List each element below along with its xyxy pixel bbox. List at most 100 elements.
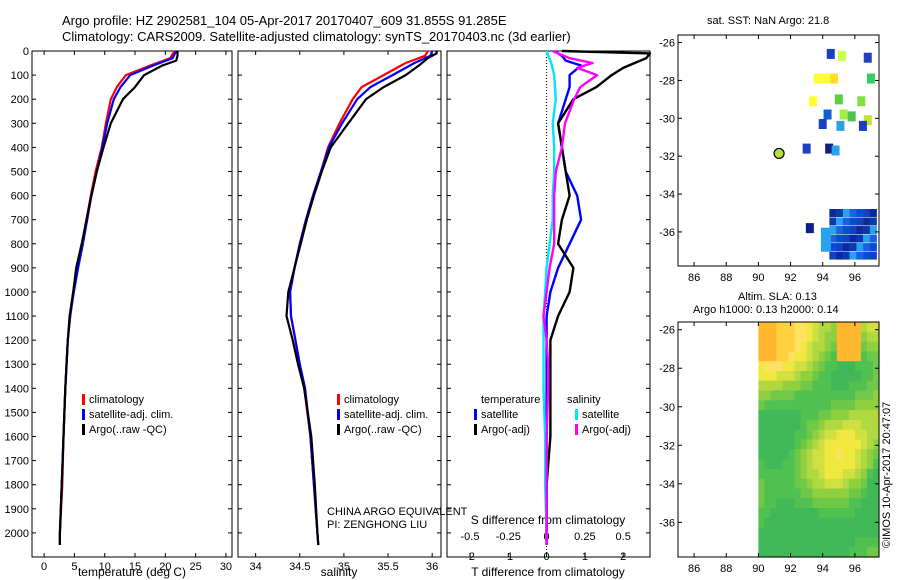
sst-pixel: [863, 243, 871, 252]
sla-cell: [873, 351, 880, 362]
sla-cell: [782, 429, 790, 441]
sla-cell: [800, 527, 808, 538]
sla-cell: [818, 498, 826, 509]
depth-tick-label: 100: [11, 70, 29, 82]
map-y-tick-label: -26: [659, 38, 675, 50]
legend-label: climatology: [89, 394, 145, 406]
sla-cell: [860, 547, 868, 558]
sst-pixel: [829, 243, 837, 252]
sla-cell: [776, 498, 784, 509]
sst-pixel: [856, 243, 864, 252]
sla-cell: [758, 400, 765, 411]
sla-cell: [848, 517, 856, 529]
map-y-tick-label: -26: [659, 325, 675, 337]
sla-cell: [776, 537, 784, 548]
sla-cell: [770, 459, 778, 470]
sla-cell: [776, 331, 784, 343]
sla-cell: [776, 459, 784, 470]
sla-cell: [873, 498, 880, 509]
sla-cell: [812, 439, 820, 450]
sla-cell: [788, 371, 796, 382]
depth-tick-label: 500: [11, 166, 29, 178]
sst-pixel: [826, 48, 835, 59]
x-tick-label: 34: [250, 561, 262, 573]
sst-map-frame: [677, 34, 880, 267]
sla-cell: [758, 331, 765, 343]
sla-cell: [806, 351, 814, 362]
legend-label: satellite-adj. clim.: [344, 409, 428, 421]
sla-cell: [824, 517, 832, 529]
x-tick-label-top: 0.25: [574, 531, 595, 543]
depth-tick-label: 200: [11, 94, 29, 106]
sal-line-1: [289, 50, 434, 546]
plot-title-line1: Argo profile: HZ 2902581_104 05-Apr-2017…: [62, 13, 507, 28]
sla-cell: [764, 380, 771, 392]
sst-pixel: [849, 226, 857, 235]
sla-cell: [854, 322, 862, 333]
sla-cell: [824, 527, 832, 538]
legend-group-salinity: salinity: [567, 394, 601, 406]
sst-pixel: [856, 217, 864, 226]
sst-pixel: [849, 208, 857, 217]
sla-cell: [873, 527, 880, 538]
sla-cell: [818, 537, 826, 548]
sla-cell: [758, 547, 765, 558]
sla-cell: [812, 537, 820, 548]
plot-title-line2: Climatology: CARS2009. Satellite-adjuste…: [62, 29, 571, 44]
sla-cell: [842, 488, 850, 499]
sla-cell: [788, 380, 796, 392]
salinity-profile-panel: 34 34.5 35 35.5 36 climatology satellite-adj. …: [237, 50, 442, 579]
x-tick-label: 35: [338, 561, 350, 573]
sla-cell: [848, 361, 856, 372]
sst-pixel: [869, 243, 877, 252]
sla-cell: [860, 488, 868, 499]
sla-cell: [788, 400, 796, 411]
sla-cell: [860, 351, 868, 362]
sla-cell: [824, 419, 832, 431]
sla-cell: [794, 439, 802, 450]
sla-cell: [866, 449, 874, 460]
sla-cell: [824, 429, 832, 441]
sla-cell: [776, 341, 784, 352]
sla-cell: [842, 508, 850, 519]
sla-cell: [873, 459, 880, 470]
sla-cell: [812, 331, 820, 343]
sla-cell: [806, 371, 814, 382]
sla-cell: [873, 537, 880, 548]
sla-cell: [842, 380, 850, 392]
sla-cell: [794, 322, 802, 333]
sla-cell: [854, 361, 862, 372]
sla-cell: [824, 351, 832, 362]
sla-cell: [830, 322, 838, 333]
sst-map-title: sat. SST: NaN Argo: 21.8: [707, 15, 830, 27]
sla-cell: [824, 488, 832, 499]
map-x-tick-label: 96: [849, 563, 861, 575]
legend-swatch: [337, 424, 340, 435]
sla-cell: [824, 498, 832, 509]
x-tick-label: 15: [129, 561, 141, 573]
sla-cell: [873, 380, 880, 392]
sla-cell: [770, 449, 778, 460]
depth-tick-label: 800: [11, 239, 29, 251]
map-x-tick-label: 94: [817, 563, 829, 575]
sla-cell: [782, 537, 790, 548]
sla-cell: [836, 331, 844, 343]
sst-pixel: [863, 217, 871, 226]
map-y-tick-label: -28: [659, 363, 675, 375]
x-tick-label: 1: [582, 551, 588, 563]
sla-cell: [782, 371, 790, 382]
sla-cell: [812, 400, 820, 411]
diff-line-2: [542, 50, 557, 545]
sla-cell: [800, 322, 808, 333]
sla-cell: [770, 498, 778, 509]
sla-cell: [764, 410, 771, 421]
sla-cell: [854, 449, 862, 460]
sla-cell: [764, 400, 771, 411]
sla-cell: [873, 468, 880, 480]
sla-cell: [764, 419, 771, 431]
sst-pixel: [829, 251, 837, 260]
sla-cell: [848, 459, 856, 470]
sla-cell: [806, 331, 814, 343]
credit-line1: CHINA ARGO EQUIVALENT: [327, 506, 468, 518]
sla-map-title: Altim. SLA: 0.13: [738, 291, 817, 303]
